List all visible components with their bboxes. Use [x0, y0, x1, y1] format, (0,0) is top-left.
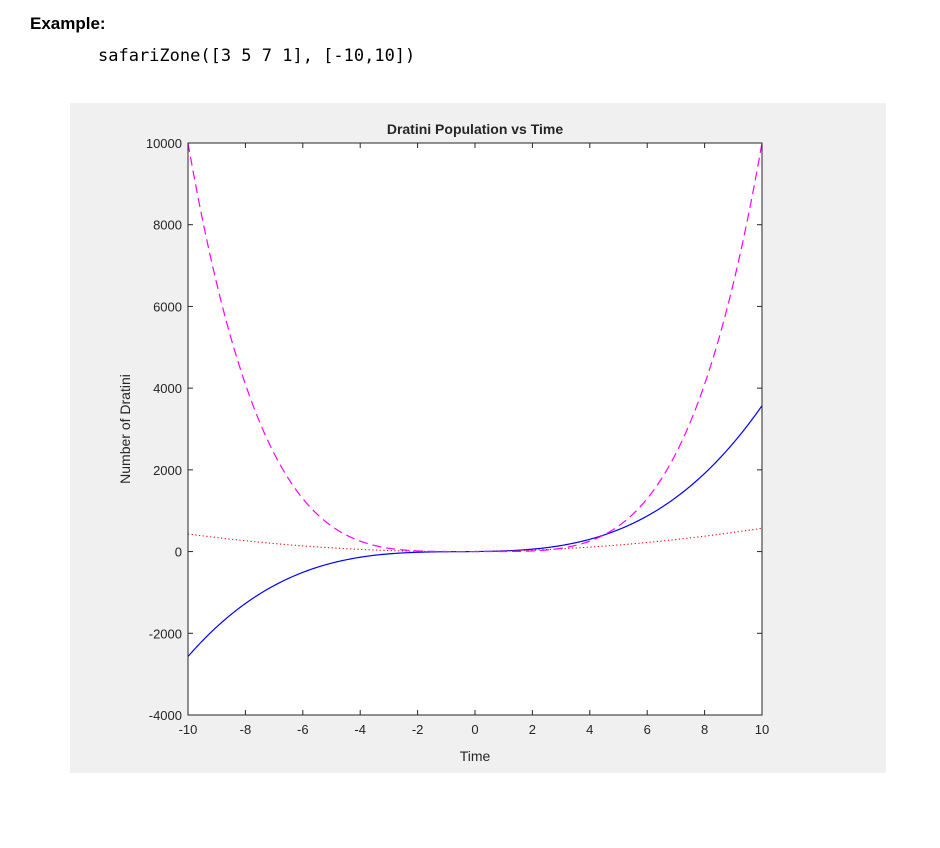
x-tick-label: 4	[586, 722, 593, 737]
x-axis-label: Time	[460, 748, 491, 764]
y-tick-label: 2000	[153, 463, 182, 478]
y-tick-label: 8000	[153, 218, 182, 233]
x-tick-label: -4	[354, 722, 366, 737]
x-tick-label: 2	[529, 722, 536, 737]
x-tick-label: 8	[701, 722, 708, 737]
axes-background	[188, 143, 762, 715]
x-tick-label: -10	[179, 722, 198, 737]
example-heading: Example:	[30, 14, 106, 33]
y-tick-label: -4000	[149, 708, 182, 723]
y-tick-label: -2000	[149, 626, 182, 641]
series-line-dotted	[187, 527, 763, 553]
series-layer	[187, 142, 763, 657]
series-line-dashed	[187, 142, 763, 553]
y-tick-label: 6000	[153, 299, 182, 314]
x-tick-label: 0	[471, 722, 478, 737]
y-axis-label: Number of Dratini	[117, 374, 133, 484]
x-tick-label: -6	[297, 722, 309, 737]
chart-title: Dratini Population vs Time	[387, 121, 564, 137]
x-tick-label: -8	[240, 722, 252, 737]
x-tick-label: 10	[755, 722, 769, 737]
y-tick-label: 4000	[153, 381, 182, 396]
y-tick-label: 0	[175, 545, 182, 560]
y-tick-label: 10000	[146, 136, 182, 151]
code-example: safariZone([3 5 7 1], [-10,10])	[98, 46, 416, 66]
x-tick-label: 6	[644, 722, 651, 737]
tick-layer: -10 -8 -6 -4 -2 0 2 4 6 8 10 -4000 -2000 0 2000 4000 600…	[146, 136, 769, 737]
x-tick-label: -2	[412, 722, 424, 737]
